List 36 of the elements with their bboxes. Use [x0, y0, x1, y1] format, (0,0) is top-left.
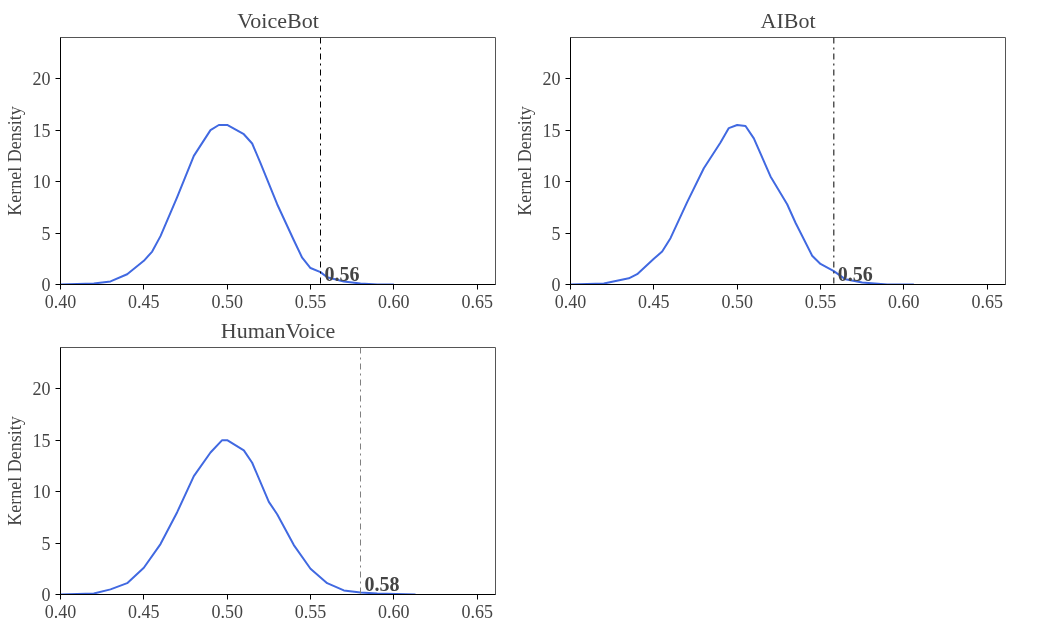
x-tick-label: 0.65	[461, 291, 493, 312]
chart-title: VoiceBot	[237, 7, 319, 33]
ref-line-label: 0.56	[324, 262, 360, 285]
x-tick-label: 0.60	[888, 291, 920, 312]
y-tick-label: 10	[32, 172, 51, 193]
x-tick-label: 0.50	[211, 601, 243, 622]
ref-line-label: 0.56	[837, 262, 873, 285]
y-tick-label: 20	[32, 379, 51, 400]
y-tick-label: 15	[32, 120, 51, 141]
y-axis-title: Kernel Density	[4, 106, 25, 216]
ref-line-label: 0.58	[364, 572, 400, 595]
x-tick-label: 0.50	[721, 291, 753, 312]
x-tick-label: 0.45	[638, 291, 670, 312]
x-tick-label: 0.55	[294, 291, 327, 312]
x-tick-label: 0.55	[804, 291, 837, 312]
x-tick-label: 0.45	[128, 601, 160, 622]
y-tick-label: 20	[542, 69, 561, 90]
y-tick-label: 5	[551, 223, 561, 244]
y-tick-label: 15	[32, 430, 51, 451]
y-tick-label: 5	[41, 223, 51, 244]
y-axis-title: Kernel Density	[4, 416, 25, 526]
x-tick-label: 0.60	[378, 291, 410, 312]
x-tick-label: 0.50	[211, 291, 243, 312]
x-tick-label: 0.65	[461, 601, 493, 622]
x-tick-label: 0.55	[294, 601, 327, 622]
x-tick-label: 0.60	[378, 601, 410, 622]
chart-title: HumanVoice	[220, 317, 336, 343]
x-tick-label: 0.45	[128, 291, 160, 312]
x-tick-label: 0.65	[971, 291, 1003, 312]
y-axis-title: Kernel Density	[514, 106, 535, 216]
y-tick-label: 15	[542, 120, 561, 141]
y-tick-label: 10	[32, 482, 51, 503]
y-tick-label: 10	[542, 172, 561, 193]
chart-title: AIBot	[760, 7, 816, 33]
y-tick-label: 5	[41, 533, 51, 554]
y-tick-label: 20	[32, 69, 51, 90]
